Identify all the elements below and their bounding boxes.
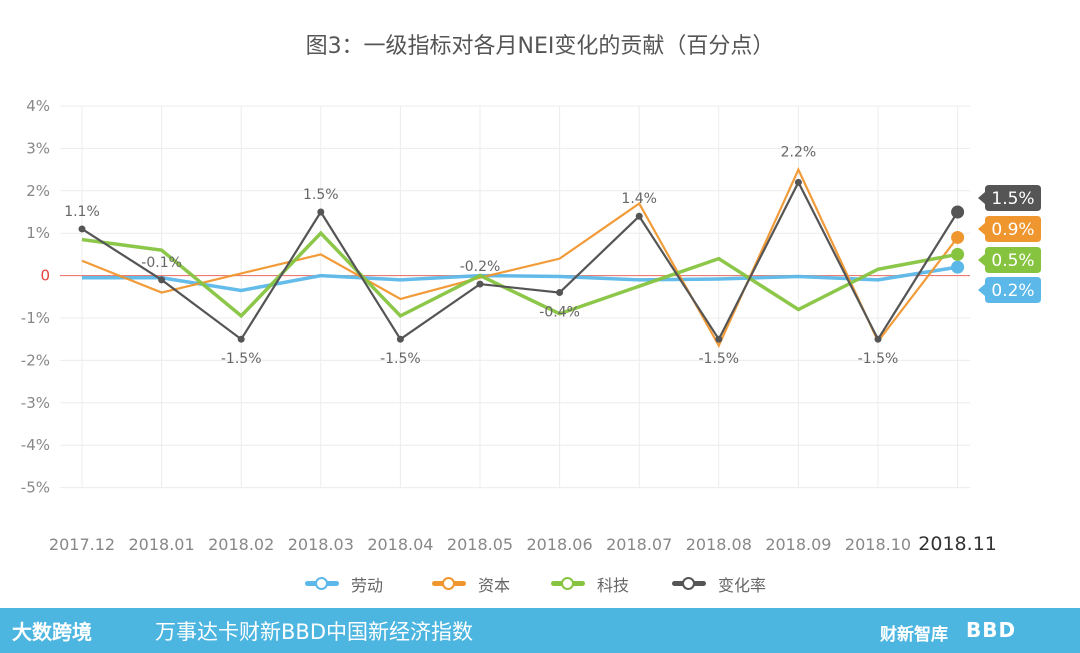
legend-swatch-dot <box>682 577 695 590</box>
change-rate-point <box>874 335 882 343</box>
chart-title: 图3：一级指标对各月NEI变化的贡献（百分点） <box>305 34 775 59</box>
series-line-3 <box>81 230 958 319</box>
change-rate-point <box>794 178 802 186</box>
bbd-logo: BBD <box>966 618 1017 642</box>
y-tick-label: -3% <box>21 394 50 412</box>
end-badge-shape <box>978 247 1041 273</box>
series-line-1 <box>82 265 958 293</box>
legend-item: 资本 <box>432 572 510 596</box>
change-rate-point <box>158 276 166 284</box>
y-tick-label: 3% <box>26 139 50 157</box>
data-label: 1.4% <box>621 191 657 207</box>
x-tick-label: 2017.12 <box>49 535 115 554</box>
legend-swatch <box>672 572 706 596</box>
data-label: 2.2% <box>781 145 817 161</box>
data-label: -0.4% <box>539 305 580 321</box>
series-end-dot <box>951 205 965 219</box>
y-tick-label: 0 <box>40 267 50 285</box>
end-badge-shape <box>978 216 1041 242</box>
x-tick-label: 2018.08 <box>686 535 752 554</box>
data-label: -1.5% <box>698 351 739 367</box>
data-label: -0.2% <box>460 259 501 275</box>
legend-item: 劳动 <box>305 572 383 596</box>
legend-swatch <box>432 572 466 596</box>
data-label: -1.5% <box>858 351 899 367</box>
legend: 劳动 资本 科技 变化率 <box>0 572 1080 596</box>
x-tick-label: 2018.02 <box>208 535 274 554</box>
legend-label: 劳动 <box>351 576 384 595</box>
end-value-badge: 0.2% <box>978 277 1041 303</box>
data-label: -1.5% <box>221 351 262 367</box>
y-tick-label: -5% <box>21 479 50 497</box>
legend-label: 资本 <box>478 576 511 595</box>
legend-swatch <box>551 572 585 596</box>
change-rate-point <box>237 335 245 343</box>
series-end-dot <box>951 247 965 261</box>
series-line-4 <box>81 179 959 342</box>
series-line-2 <box>81 166 959 348</box>
end-badge-label: 1.5% <box>991 189 1034 209</box>
y-tick-label: 2% <box>26 182 50 200</box>
end-badge-shape <box>978 277 1041 303</box>
x-tick-label: 2018.09 <box>765 535 831 554</box>
change-rate-point <box>635 212 643 220</box>
y-tick-label: -1% <box>21 309 50 327</box>
end-value-badge: 0.9% <box>978 216 1041 242</box>
change-rate-point <box>396 335 404 343</box>
end-badge-shape <box>978 185 1041 211</box>
legend-swatch-dot <box>561 577 574 590</box>
y-tick-label: 4% <box>26 97 50 115</box>
change-rate-point <box>556 289 564 297</box>
legend-item: 变化率 <box>672 572 766 596</box>
footer-logo: 大数跨境 <box>12 614 92 646</box>
footer-bar: 大数跨境 万事达卡财新BBD中国新经济指数 财新智库 BBD <box>0 608 1080 653</box>
x-tick-label: 2018.04 <box>367 535 433 554</box>
end-value-badge: 0.5% <box>978 247 1041 273</box>
legend-swatch-dot <box>315 577 328 590</box>
change-rate-point <box>317 208 325 216</box>
data-label: 1.5% <box>303 187 339 203</box>
x-tick-label: 2018.03 <box>288 535 354 554</box>
legend-label: 变化率 <box>718 576 767 595</box>
x-tick-label: 2018.01 <box>129 535 195 554</box>
series-end-dot <box>951 260 965 274</box>
caixin-logo: 财新智库 <box>880 625 948 645</box>
end-badge-label: 0.2% <box>991 281 1034 301</box>
y-tick-label: -4% <box>21 436 50 454</box>
end-value-badge: 1.5% <box>978 185 1041 211</box>
legend-swatch <box>305 572 339 596</box>
y-tick-label: -2% <box>21 351 50 369</box>
legend-swatch-dot <box>442 577 455 590</box>
data-label: -0.1% <box>141 255 182 271</box>
x-tick-label: 2018.06 <box>527 535 593 554</box>
x-tick-label: 2018.11 <box>918 533 997 555</box>
x-tick-label: 2018.05 <box>447 535 513 554</box>
legend-item: 科技 <box>551 572 629 596</box>
end-badge-label: 0.9% <box>991 220 1034 240</box>
line-chart: 4% 3% 2% 1% 0 -1% -2% -3% -4% -5% 2017.12 2018.01 20… <box>21 97 1041 555</box>
footer-logo-text: 大数跨境 <box>12 619 92 644</box>
x-tick-label: 2018.10 <box>845 535 911 554</box>
change-rate-point <box>715 335 723 343</box>
y-tick-label: 1% <box>26 224 50 242</box>
end-badge-label: 0.5% <box>991 251 1034 271</box>
change-rate-point <box>78 225 86 233</box>
data-label: 1.1% <box>64 204 100 220</box>
data-label: -1.5% <box>380 351 421 367</box>
series-end-dot <box>951 230 965 244</box>
legend-label: 科技 <box>597 576 630 595</box>
x-tick-label: 2018.07 <box>606 535 672 554</box>
change-rate-point <box>476 280 484 288</box>
footer-title: 万事达卡财新BBD中国新经济指数 <box>155 620 473 644</box>
